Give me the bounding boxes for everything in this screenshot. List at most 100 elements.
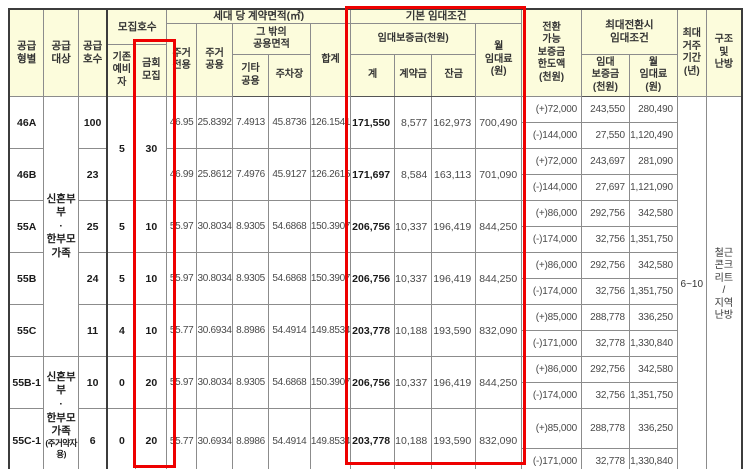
cell-supply-count: 23 [77, 148, 108, 202]
cell-type: 55C-1 [8, 408, 45, 469]
cell-area-private: 46.95 [166, 96, 198, 150]
cell-max-rent: 1,351,750 [628, 226, 678, 254]
cell-max-rent: 336,250 [628, 304, 678, 332]
cell-deposit-balance: 196,419 [431, 356, 477, 410]
cell-deposit-down: 10,188 [394, 304, 433, 358]
cell-max-rent: 342,580 [628, 356, 678, 384]
cell-max-deposit: 32,756 [581, 382, 630, 410]
header-max-conversion-rent: 월 임대료 (원) [628, 54, 678, 98]
cell-monthly-rent: 844,250 [475, 252, 523, 306]
cell-type: 55B-1 [8, 356, 45, 410]
cell-max-deposit: 27,550 [581, 122, 630, 150]
cell-deposit-balance: 196,419 [431, 200, 477, 254]
cell-deposit-down: 8,584 [394, 148, 433, 202]
header-area-group: 세대 당 계약면적(㎡) [166, 8, 352, 25]
cell-current-recruit: 10 [135, 200, 168, 254]
cell-area-private: 55.97 [166, 252, 198, 306]
header-supply-target: 공급 대상 [43, 8, 79, 98]
header-area-private: 주거 전용 [166, 23, 198, 98]
cell-supply-count: 100 [77, 96, 108, 150]
cell-monthly-rent: 832,090 [475, 408, 523, 469]
cell-deposit-total: 203,778 [350, 408, 396, 469]
cell-deposit-total: 203,778 [350, 304, 396, 358]
cell-area-total: 149.8534 [309, 408, 352, 469]
cell-conversion-limit: (+)85,000 [521, 304, 582, 332]
cell-supply-target: 신혼부부 · 한부모가족 (주거약자용) [43, 356, 79, 469]
cell-deposit-down: 8,577 [394, 96, 433, 150]
cell-max-deposit: 32,778 [581, 448, 630, 469]
cell-area-total: 150.3907 [309, 200, 352, 254]
cell-deposit-down: 10,337 [394, 200, 433, 254]
cell-area-total: 126.2615 [309, 148, 352, 202]
cell-conversion-limit: (+)86,000 [521, 200, 582, 228]
cell-area-etc: 8.9305 [232, 200, 269, 254]
header-deposit-group: 임대보증금(천원) [350, 23, 477, 56]
cell-max-deposit: 292,756 [581, 356, 630, 384]
cell-area-etc: 8.8986 [232, 304, 269, 358]
cell-type: 46B [8, 148, 45, 202]
cell-max-rent: 1,351,750 [628, 278, 678, 306]
cell-area-etc: 7.4913 [232, 96, 269, 150]
rental-conditions-table: 공급 형별 공급 대상 공급 호수 모집호수 세대 당 계약면적(㎡) 기본 임… [8, 8, 743, 469]
header-area-etc: 기타 공용 [232, 54, 269, 98]
cell-max-deposit: 292,756 [581, 200, 630, 228]
cell-max-deposit: 27,697 [581, 174, 630, 202]
cell-max-deposit: 288,778 [581, 304, 630, 332]
header-conversion-limit: 전환 가능 보증금 한도액 (천원) [521, 8, 582, 98]
cell-existing-reserve: 5 [106, 96, 137, 202]
cell-current-recruit: 20 [135, 408, 168, 469]
cell-monthly-rent: 844,250 [475, 200, 523, 254]
supply-target-sub: (주거약자용) [45, 437, 77, 460]
cell-area-parking: 45.9127 [267, 148, 311, 202]
header-area-other-group: 그 밖의 공용면적 [232, 23, 311, 56]
cell-max-deposit: 288,778 [581, 408, 630, 450]
cell-deposit-total: 206,756 [350, 252, 396, 306]
cell-area-common: 30.8034 [196, 252, 234, 306]
cell-conversion-limit: (-)174,000 [521, 226, 582, 254]
cell-deposit-balance: 196,419 [431, 252, 477, 306]
cell-area-common: 25.8392 [196, 96, 234, 150]
cell-max-rent: 1,330,840 [628, 448, 678, 469]
cell-area-common: 25.8612 [196, 148, 234, 202]
cell-existing-reserve: 0 [106, 356, 137, 410]
cell-conversion-limit: (+)72,000 [521, 96, 582, 124]
header-rent-group: 기본 임대조건 [350, 8, 523, 25]
cell-structure: 철근 콘크 리트 / 지역 난방 [705, 96, 743, 469]
cell-deposit-down: 10,337 [394, 356, 433, 410]
cell-max-deposit: 32,778 [581, 330, 630, 358]
cell-area-private: 55.97 [166, 200, 198, 254]
cell-deposit-balance: 193,590 [431, 304, 477, 358]
header-current-recruit: 금회 모집 [135, 44, 168, 98]
cell-area-common: 30.6934 [196, 408, 234, 469]
cell-max-stay: 6~10 [676, 96, 707, 469]
cell-deposit-total: 206,756 [350, 356, 396, 410]
cell-deposit-balance: 162,973 [431, 96, 477, 150]
header-structure: 구조 및 난방 [705, 8, 743, 98]
header-area-total: 합계 [309, 23, 352, 98]
cell-area-parking: 54.6868 [267, 356, 311, 410]
cell-max-rent: 281,090 [628, 148, 678, 176]
cell-current-recruit: 10 [135, 304, 168, 358]
cell-deposit-balance: 163,113 [431, 148, 477, 202]
cell-area-private: 55.97 [166, 356, 198, 410]
header-area-parking: 주차장 [267, 54, 311, 98]
cell-area-parking: 45.8736 [267, 96, 311, 150]
header-deposit-balance: 잔금 [431, 54, 477, 98]
cell-type: 46A [8, 96, 45, 150]
cell-current-recruit: 30 [135, 96, 168, 202]
cell-conversion-limit: (-)144,000 [521, 174, 582, 202]
cell-deposit-down: 10,188 [394, 408, 433, 469]
cell-existing-reserve: 5 [106, 252, 137, 306]
cell-conversion-limit: (+)85,000 [521, 408, 582, 450]
header-max-stay: 최대 거주 기간 (년) [676, 8, 707, 98]
cell-max-rent: 1,330,840 [628, 330, 678, 358]
cell-area-private: 55.77 [166, 408, 198, 469]
header-deposit-down: 계약금 [394, 54, 433, 98]
cell-max-deposit: 32,756 [581, 278, 630, 306]
cell-area-total: 150.3907 [309, 356, 352, 410]
cell-existing-reserve: 5 [106, 200, 137, 254]
cell-max-rent: 1,121,090 [628, 174, 678, 202]
cell-current-recruit: 20 [135, 356, 168, 410]
cell-type: 55B [8, 252, 45, 306]
